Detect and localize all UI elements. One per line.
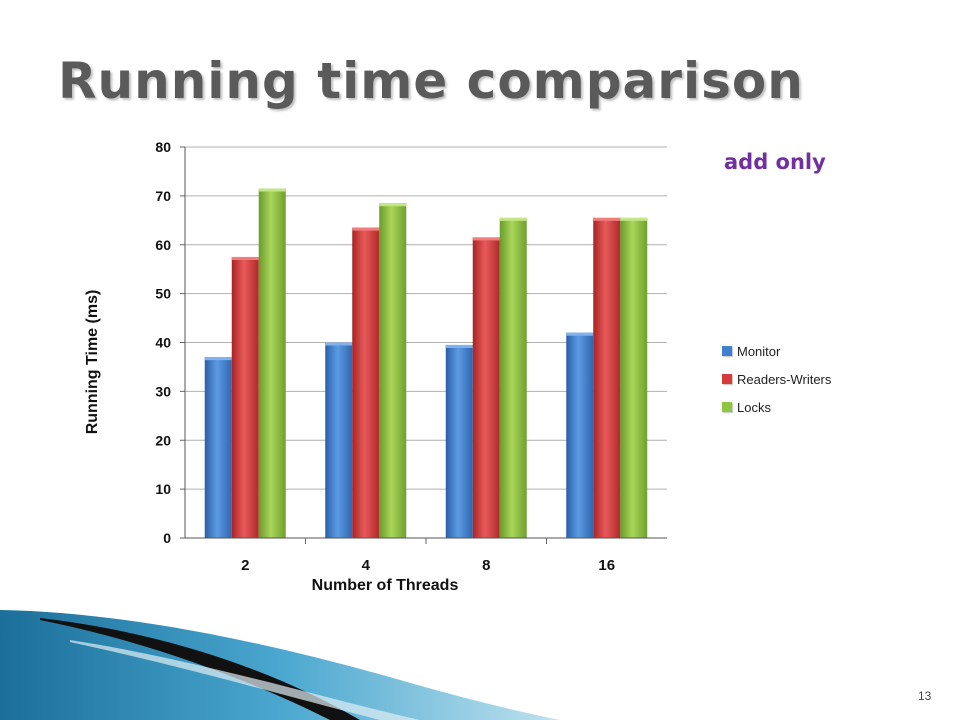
bar-monitor-2 bbox=[204, 357, 232, 538]
legend-swatch-readers-writers bbox=[722, 374, 732, 384]
axes: 0 10 20 30 40 50 60 70 80 2 4 8 16 bbox=[155, 139, 667, 574]
y-tick-label: 30 bbox=[155, 383, 171, 399]
chart-legend: Monitor Readers-Writers Locks bbox=[722, 337, 831, 421]
y-tick-label: 80 bbox=[155, 139, 171, 155]
bar-locks-8 bbox=[499, 217, 527, 538]
bar-monitor-8 bbox=[445, 344, 473, 538]
bar-top-locks-16 bbox=[620, 217, 648, 221]
bar-top-locks-4 bbox=[379, 203, 407, 207]
legend-item-monitor: Monitor bbox=[722, 337, 831, 365]
bar-top-monitor-8 bbox=[445, 344, 473, 348]
bar-monitor-4 bbox=[325, 342, 353, 538]
bar-readers-writers-16 bbox=[593, 217, 621, 538]
bar-top-locks-2 bbox=[258, 188, 286, 192]
x-tick-label: 2 bbox=[241, 557, 249, 574]
x-tick-label: 16 bbox=[598, 557, 615, 574]
y-tick-label: 50 bbox=[155, 286, 171, 302]
bar-readers-writers-8 bbox=[472, 237, 500, 538]
x-tick-label: 8 bbox=[482, 557, 490, 574]
y-tick-label: 20 bbox=[155, 432, 171, 448]
bar-top-readers-writers-4 bbox=[352, 227, 380, 231]
legend-label: Locks bbox=[737, 399, 771, 415]
bar-top-readers-writers-8 bbox=[472, 237, 500, 241]
x-tick-label: 4 bbox=[362, 557, 371, 574]
slide-number: 13 bbox=[918, 689, 932, 703]
x-axis-label: Number of Threads bbox=[312, 577, 459, 594]
y-tick-label: 0 bbox=[163, 530, 171, 546]
legend-label: Monitor bbox=[737, 343, 781, 359]
legend-label: Readers-Writers bbox=[737, 371, 832, 387]
bar-readers-writers-4 bbox=[352, 227, 380, 539]
bar-top-readers-writers-16 bbox=[593, 217, 621, 221]
bar-top-monitor-16 bbox=[566, 332, 594, 336]
bar-locks-4 bbox=[379, 203, 407, 539]
y-tick-label: 60 bbox=[155, 237, 171, 253]
bar-top-monitor-2 bbox=[204, 357, 232, 361]
bar-locks-16 bbox=[620, 217, 648, 538]
annotation-text: add only bbox=[724, 150, 826, 174]
y-tick-label: 40 bbox=[155, 335, 171, 351]
bar-monitor-16 bbox=[566, 332, 594, 538]
y-tick-label: 70 bbox=[155, 188, 171, 204]
slide-title: Running time comparison bbox=[58, 52, 804, 110]
bar-top-monitor-4 bbox=[325, 342, 353, 346]
y-axis-label: Running Time (ms) bbox=[84, 290, 101, 435]
bars bbox=[204, 188, 648, 539]
bar-top-locks-8 bbox=[499, 217, 527, 221]
bar-readers-writers-2 bbox=[231, 256, 259, 538]
legend-swatch-locks bbox=[722, 402, 732, 412]
legend-item-readers-writers: Readers-Writers bbox=[722, 365, 831, 393]
y-tick-label: 10 bbox=[155, 481, 171, 497]
bar-locks-2 bbox=[258, 188, 286, 538]
bar-top-readers-writers-2 bbox=[231, 256, 259, 260]
legend-swatch-monitor bbox=[722, 346, 732, 356]
legend-item-locks: Locks bbox=[722, 393, 831, 421]
